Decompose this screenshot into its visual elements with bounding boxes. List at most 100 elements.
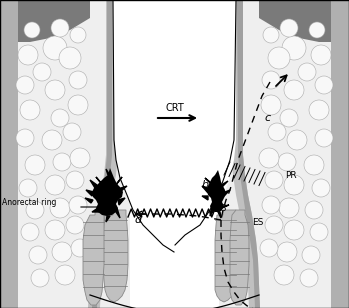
Polygon shape [222, 205, 229, 208]
Polygon shape [92, 0, 112, 308]
Circle shape [282, 36, 306, 60]
Polygon shape [113, 0, 236, 252]
Circle shape [284, 80, 304, 100]
Text: IS: IS [218, 204, 227, 213]
Circle shape [45, 80, 65, 100]
Polygon shape [210, 210, 214, 216]
Circle shape [70, 27, 86, 43]
Polygon shape [230, 210, 249, 305]
Circle shape [263, 27, 279, 43]
Circle shape [51, 109, 69, 127]
Circle shape [69, 196, 87, 214]
Circle shape [24, 22, 40, 38]
Circle shape [298, 63, 316, 81]
Circle shape [309, 22, 325, 38]
Text: ES: ES [252, 217, 263, 226]
Circle shape [45, 175, 65, 195]
Text: a: a [97, 195, 103, 205]
Polygon shape [86, 190, 94, 196]
Circle shape [280, 19, 298, 37]
Polygon shape [215, 210, 236, 302]
Polygon shape [202, 186, 208, 193]
Circle shape [262, 71, 280, 89]
Polygon shape [259, 0, 331, 42]
Circle shape [280, 109, 298, 127]
Circle shape [305, 201, 323, 219]
Polygon shape [205, 178, 212, 185]
Polygon shape [106, 169, 111, 177]
Circle shape [25, 155, 45, 175]
Circle shape [260, 239, 278, 257]
Circle shape [268, 47, 290, 69]
Circle shape [287, 130, 307, 150]
Circle shape [277, 242, 297, 262]
Circle shape [302, 246, 320, 264]
Circle shape [63, 123, 81, 141]
Polygon shape [0, 0, 18, 308]
Text: Anorectal ring: Anorectal ring [2, 197, 57, 206]
Circle shape [59, 47, 81, 69]
Circle shape [55, 265, 75, 285]
Circle shape [309, 100, 329, 120]
Polygon shape [231, 0, 260, 308]
Circle shape [16, 76, 34, 94]
Circle shape [26, 201, 44, 219]
Text: PR: PR [285, 171, 297, 180]
Circle shape [300, 269, 318, 287]
Circle shape [52, 242, 72, 262]
Polygon shape [85, 198, 93, 203]
Text: d: d [134, 215, 142, 225]
Polygon shape [92, 168, 123, 216]
Polygon shape [331, 0, 349, 308]
Circle shape [21, 223, 39, 241]
Polygon shape [96, 177, 103, 185]
Circle shape [20, 100, 40, 120]
Circle shape [259, 148, 279, 168]
Polygon shape [90, 180, 97, 188]
Circle shape [315, 129, 333, 147]
Circle shape [312, 179, 330, 197]
Circle shape [304, 155, 324, 175]
Polygon shape [237, 0, 260, 308]
Circle shape [18, 45, 38, 65]
Circle shape [70, 148, 90, 168]
Polygon shape [207, 170, 226, 212]
Circle shape [315, 76, 333, 94]
Circle shape [279, 198, 299, 218]
Circle shape [33, 63, 51, 81]
Polygon shape [221, 181, 228, 188]
Polygon shape [116, 177, 122, 185]
Circle shape [71, 239, 89, 257]
Polygon shape [219, 0, 331, 308]
Text: CRT: CRT [166, 103, 184, 113]
Circle shape [268, 123, 286, 141]
Circle shape [265, 171, 283, 189]
Circle shape [31, 269, 49, 287]
Circle shape [284, 175, 304, 195]
Polygon shape [103, 210, 128, 302]
Circle shape [51, 19, 69, 37]
Circle shape [68, 95, 88, 115]
Circle shape [66, 216, 84, 234]
Polygon shape [224, 190, 230, 196]
Polygon shape [83, 210, 104, 305]
Circle shape [284, 220, 304, 240]
Circle shape [278, 153, 296, 171]
Polygon shape [18, 0, 90, 42]
Circle shape [69, 71, 87, 89]
Circle shape [29, 246, 47, 264]
Circle shape [310, 223, 328, 241]
Circle shape [42, 130, 62, 150]
Polygon shape [88, 0, 118, 308]
Circle shape [311, 45, 331, 65]
Polygon shape [106, 216, 110, 222]
Text: b: b [201, 180, 209, 190]
Polygon shape [120, 186, 127, 192]
Circle shape [19, 179, 37, 197]
Circle shape [50, 198, 70, 218]
Circle shape [45, 220, 65, 240]
Polygon shape [92, 208, 99, 212]
Polygon shape [217, 210, 221, 218]
Polygon shape [18, 0, 130, 308]
Circle shape [261, 95, 281, 115]
